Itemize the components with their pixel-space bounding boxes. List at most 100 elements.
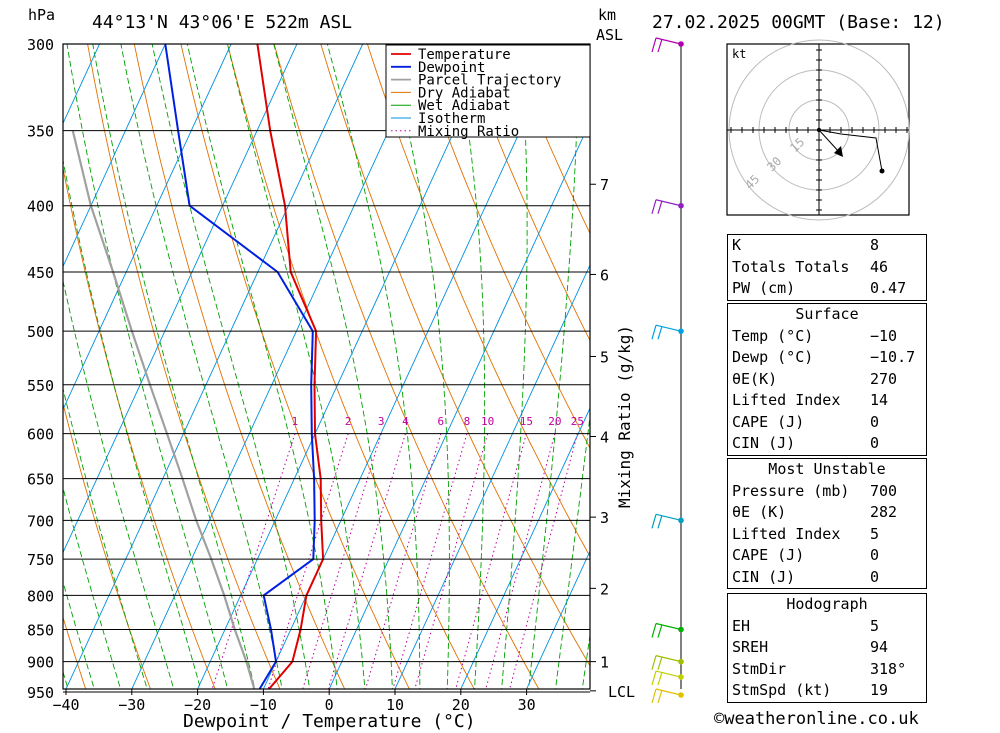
x-tick-label: 30 [518, 696, 536, 714]
wind-barb-flag [657, 689, 663, 704]
wind-barb-flag [657, 656, 663, 670]
km-unit-label: km [598, 6, 616, 24]
pressure-tick-label: 550 [27, 377, 54, 395]
wind-barb [651, 655, 682, 670]
wet-adiabat-line [273, 44, 393, 689]
isotherm-line [460, 407, 590, 689]
mixing-ratio-tick-label: 10 [481, 415, 494, 428]
legend-entry: Wet Adiabat [418, 98, 511, 114]
hodograph-trace [818, 129, 883, 172]
wind-barb [651, 622, 682, 638]
wind-barb-flag [657, 515, 663, 529]
pressure-tick-label: 600 [27, 426, 54, 444]
isotherm-line [328, 120, 590, 689]
wind-barb-flag [657, 671, 663, 686]
storm-motion-line [818, 129, 841, 154]
wind-barb [651, 37, 682, 53]
mixing-ratio-tick-label: 20 [548, 415, 561, 428]
wind-barb-flag [651, 199, 657, 214]
pressure-tick-label: 950 [27, 684, 54, 702]
x-tick-label: 20 [452, 696, 470, 714]
wind-profile [651, 37, 684, 704]
skewt-labels: 3003504004505005506006507007508008509009… [27, 36, 635, 714]
wet-adiabat-line [528, 44, 580, 689]
mixing-ratio-line [327, 433, 406, 689]
wind-barb-shaft [655, 688, 682, 696]
km-tick-label: 3 [600, 509, 609, 527]
surface-li-row: Lifted Index 14 [732, 391, 889, 409]
datetime-title: 27.02.2025 00GMT (Base: 12) [652, 12, 945, 33]
dry-adiabat-line [63, 166, 216, 689]
mixing-ratio-tick-label: 4 [402, 415, 409, 428]
wind-barb-shaft [655, 199, 682, 207]
dry-adiabat-line [366, 44, 590, 558]
credit-text: ©weatheronline.co.uk [714, 709, 919, 729]
pressure-tick-label: 400 [27, 198, 54, 216]
mixing-ratio-line [455, 433, 527, 689]
skewt-axes [62, 43, 596, 695]
wind-barb-shaft [655, 324, 682, 332]
km-tick-label: 2 [600, 580, 609, 598]
isotherm-line [131, 44, 429, 689]
wind-barb-shaft [655, 655, 682, 663]
hodograph-unit: kt [732, 47, 746, 61]
pressure-tick-label: 750 [27, 551, 54, 569]
mixing-ratio-tick-label: 1 [292, 415, 299, 428]
dewpoint-line [164, 44, 316, 689]
location-title: 44°13'N 43°06'E 522m ASL [92, 12, 352, 33]
mixing-ratio-tick-label: 8 [464, 415, 471, 428]
wind-barb [651, 513, 682, 529]
isotherm-line [63, 44, 166, 268]
x-tick-label: −30 [118, 696, 145, 714]
legend-entry: Dewpoint [418, 60, 485, 76]
wind-barb-shaft [655, 622, 682, 631]
indices-most-unstable-box: Most Unstable Pressure (mb) 700 θE (K) 282… [727, 458, 927, 589]
legend-entry: Parcel Trajectory [418, 73, 561, 89]
plot-frame [62, 43, 591, 690]
x-tick-label: −40 [52, 696, 79, 714]
hodo-eh-row: EH 5 [732, 616, 880, 635]
km-tick-label: 6 [600, 266, 609, 284]
dry-adiabat-line [413, 44, 590, 449]
wind-barb-flag [651, 655, 657, 670]
wind-barb-flag [657, 326, 663, 340]
hodo-stmspd-row: StmSpd (kt) 19 [732, 681, 889, 699]
wind-barb-flag [657, 200, 663, 214]
isotherm-line [63, 44, 232, 411]
wind-barb-flag [651, 670, 657, 686]
pressure-tick-label: 450 [27, 264, 54, 282]
pressure-tick-label: 800 [27, 587, 54, 605]
isotherm-line [65, 44, 364, 689]
wind-barb-flag [651, 37, 657, 53]
storm-motion-arrow [834, 146, 843, 157]
mixing-ratio-tick-label: 6 [438, 415, 445, 428]
mu-li-row: Lifted Index 5 [732, 524, 880, 543]
index-row-pw: PW (cm) 0.47 [732, 279, 907, 297]
surface-title: Surface [795, 305, 859, 323]
mu-thetae-row: θE (K) 282 [732, 503, 898, 521]
dry-adiabat-line [0, 44, 31, 721]
wet-adiabat-line [326, 44, 421, 689]
mixing-ratio-line [414, 433, 489, 689]
wind-barb-flag [651, 688, 657, 704]
wet-adiabat-line [92, 44, 256, 689]
pressure-unit-label: hPa [28, 6, 55, 24]
surface-temp-row: Temp (°C) −10 [732, 326, 898, 345]
surface-thetae-row: θE(K) 270 [732, 369, 898, 388]
pressure-tick-label: 500 [27, 323, 54, 341]
hodo-sreh-row: SREH 94 [732, 638, 889, 656]
legend-entry: Temperature [418, 47, 511, 63]
wind-barb [651, 199, 682, 214]
isotherm-line [526, 550, 590, 689]
wind-barb-flag [657, 38, 663, 53]
mixing-ratio-line [211, 433, 296, 689]
surface-cin-row: CIN (J) 0 [732, 434, 880, 452]
wet-adiabat-line [63, 386, 148, 689]
skewt-lines [0, 44, 590, 721]
indices-hodograph-box: Hodograph EH 5 SREH 94 StmDir 318° StmSpd (… [727, 593, 927, 703]
isotherm-line [394, 264, 590, 689]
legend-entry: Isotherm [418, 111, 485, 127]
